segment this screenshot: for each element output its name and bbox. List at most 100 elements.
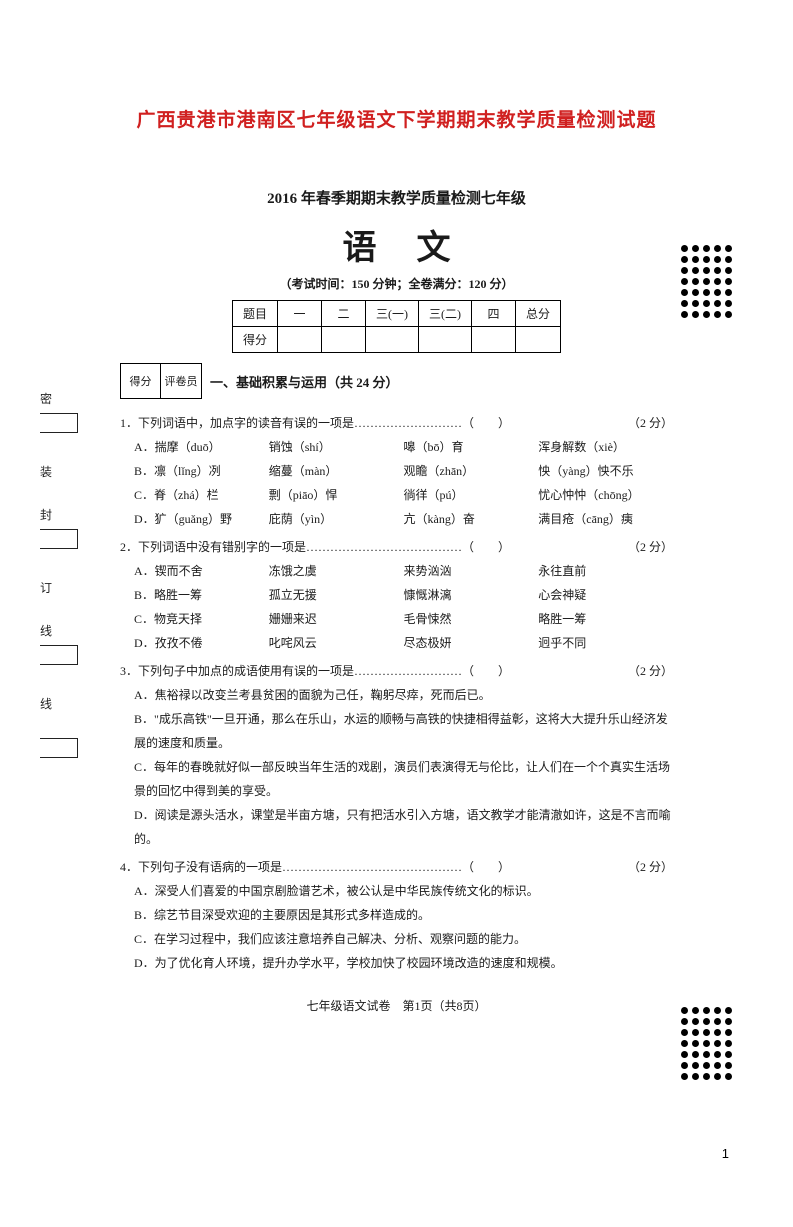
exam-subtitle: 2016 年春季期期末教学质量检测七年级	[120, 187, 673, 208]
opt-text: 庇荫（yìn）	[269, 507, 404, 531]
opt-text: 缩蔓（màn）	[269, 459, 404, 483]
opt-text: 浑身解数（xiè）	[538, 435, 673, 459]
score-row-label: 得分	[232, 327, 277, 353]
q4-option-b: B．综艺节目深受欢迎的主要原因是其形式多样造成的。	[120, 903, 673, 927]
q2-option-c: C．物竞天择 姗姗来迟 毛骨悚然 略胜一筹	[120, 607, 673, 631]
answer-bubbles-bottom	[681, 1007, 733, 1087]
opt-text: 迥乎不同	[538, 631, 673, 655]
opt-text: 毛骨悚然	[404, 607, 539, 631]
opt-text: 冻饿之虞	[269, 559, 404, 583]
q4-option-a: A．深受人们喜爱的中国京剧脸谱艺术，被公认是中华民族传统文化的标识。	[120, 879, 673, 903]
score-header: 一	[278, 301, 322, 327]
opt-text: 慷慨淋漓	[404, 583, 539, 607]
opt-text: 亢（kàng）奋	[404, 507, 539, 531]
margin-label: 封	[40, 506, 80, 523]
q2-dots: …………………………………（ ）	[306, 540, 510, 554]
score-header: 三(一)	[366, 301, 419, 327]
score-header: 总分	[516, 301, 561, 327]
q3-option-c: C．每年的春晚就好似一部反映当年生活的戏剧，演员们表演得无与伦比，让人们在一个个…	[120, 755, 673, 803]
score-cell	[366, 327, 419, 353]
exam-subject: 语文	[120, 220, 673, 269]
opt-text: 尽态极妍	[404, 631, 539, 655]
q2-option-b: B．略胜一筹 孤立无援 慷慨淋漓 心会神疑	[120, 583, 673, 607]
q1-points: （2 分）	[628, 411, 673, 435]
opt-text: B．略胜一筹	[134, 583, 269, 607]
opt-text: 观瞻（zhān）	[404, 459, 539, 483]
opt-text: C．脊（zhá）栏	[134, 483, 269, 507]
score-cell	[472, 327, 516, 353]
q1-option-c: C．脊（zhá）栏 剽（piāo）悍 徜徉（pú） 忧心忡忡（chōng）	[120, 483, 673, 507]
score-header: 题目	[232, 301, 277, 327]
q1-dots: ………………………（ ）	[354, 416, 510, 430]
score-cell	[278, 327, 322, 353]
q1-option-b: B．凛（lǐng）冽 缩蔓（màn） 观瞻（zhān） 怏（yàng）怏不乐	[120, 459, 673, 483]
margin-box	[40, 645, 78, 665]
margin-label: 密	[40, 390, 80, 407]
page-footer: 七年级语文试卷 第1页（共8页）	[120, 997, 673, 1014]
score-header: 二	[322, 301, 366, 327]
opt-text: 心会神疑	[538, 583, 673, 607]
answer-bubbles-top	[681, 245, 733, 325]
score-cell	[322, 327, 366, 353]
margin-box	[40, 529, 78, 549]
q2-option-a: A．锲而不舍 冻饿之虞 来势汹汹 永往直前	[120, 559, 673, 583]
score-header: 三(二)	[419, 301, 472, 327]
page-number: 1	[722, 1146, 729, 1161]
q4-stem: 4．下列句子没有语病的一项是	[120, 860, 282, 874]
binding-margin: 密 装 封 订 线 线	[40, 390, 80, 788]
section-1-title: 一、基础积累与运用（共 24 分）	[210, 372, 399, 391]
margin-box	[40, 738, 78, 758]
opt-text: 略胜一筹	[538, 607, 673, 631]
q3-stem: 3．下列句子中加点的成语使用有误的一项是	[120, 664, 354, 678]
q2-points: （2 分）	[628, 535, 673, 559]
margin-sep: 线	[40, 695, 80, 712]
opt-text: 剽（piāo）悍	[269, 483, 404, 507]
margin-sep: 订	[40, 579, 80, 596]
opt-text: A．锲而不舍	[134, 559, 269, 583]
q1-stem: 1．下列词语中，加点字的读音有误的一项是	[120, 416, 354, 430]
margin-box	[40, 413, 78, 433]
opt-text: 忧心忡忡（chōng）	[538, 483, 673, 507]
q3-option-a: A．焦裕禄以改变兰考县贫困的面貌为己任，鞠躬尽瘁，死而后已。	[120, 683, 673, 707]
q2-stem: 2．下列词语中没有错别字的一项是	[120, 540, 306, 554]
score-cell	[516, 327, 561, 353]
q1-option-d: D．犷（guǎng）野 庇荫（yìn） 亢（kàng）奋 满目疮（cāng）痍	[120, 507, 673, 531]
opt-text: 孤立无援	[269, 583, 404, 607]
q4-dots: ………………………………………（ ）	[282, 860, 510, 874]
opt-text: B．凛（lǐng）冽	[134, 459, 269, 483]
opt-text: 永往直前	[538, 559, 673, 583]
questions-body: 1．下列词语中，加点字的读音有误的一项是………………………（ ） （2 分） A…	[120, 411, 673, 975]
opt-text: 来势汹汹	[404, 559, 539, 583]
q4-option-c: C．在学习过程中，我们应该注意培养自己解决、分析、观察问题的能力。	[120, 927, 673, 951]
q4-option-d: D．为了优化育人环境，提升办学水平，学校加快了校园环境改造的速度和规模。	[120, 951, 673, 975]
q1-option-a: A．揣摩（duō） 销蚀（shí） 嗥（bō）育 浑身解数（xiè）	[120, 435, 673, 459]
grader-label: 得分	[121, 364, 161, 398]
q4-points: （2 分）	[628, 855, 673, 879]
margin-sep: 装	[40, 463, 80, 480]
opt-text: 销蚀（shí）	[269, 435, 404, 459]
opt-text: D．犷（guǎng）野	[134, 507, 269, 531]
q3-option-b: B．"成乐高铁"一旦开通，那么在乐山，水运的顺畅与高铁的快捷相得益彰，这将大大提…	[120, 707, 673, 755]
grader-box: 得分 评卷员	[120, 363, 202, 399]
q3-dots: ………………………（ ）	[354, 664, 510, 678]
opt-text: 叱咤风云	[269, 631, 404, 655]
opt-text: 嗥（bō）育	[404, 435, 539, 459]
opt-text: D．孜孜不倦	[134, 631, 269, 655]
q2-option-d: D．孜孜不倦 叱咤风云 尽态极妍 迥乎不同	[120, 631, 673, 655]
score-header: 四	[472, 301, 516, 327]
score-table: 题目 一 二 三(一) 三(二) 四 总分 得分	[232, 300, 561, 353]
opt-text: 徜徉（pú）	[404, 483, 539, 507]
opt-text: 怏（yàng）怏不乐	[538, 459, 673, 483]
q3-points: （2 分）	[628, 659, 673, 683]
opt-text: 姗姗来迟	[269, 607, 404, 631]
exam-info: （考试时间：150 分钟；全卷满分：120 分）	[120, 275, 673, 292]
opt-text: C．物竞天择	[134, 607, 269, 631]
opt-text: A．揣摩（duō）	[134, 435, 269, 459]
grader-label: 评卷员	[161, 364, 201, 398]
doc-title: 广西贵港市港南区七年级语文下学期期末教学质量检测试题	[0, 105, 793, 132]
grader-row: 得分 评卷员 一、基础积累与运用（共 24 分）	[120, 363, 673, 399]
opt-text: 满目疮（cāng）痍	[538, 507, 673, 531]
q3-option-d: D．阅读是源头活水，课堂是半亩方塘，只有把活水引入方塘，语文教学才能清澈如许，这…	[120, 803, 673, 851]
margin-label: 线	[40, 622, 80, 639]
score-cell	[419, 327, 472, 353]
